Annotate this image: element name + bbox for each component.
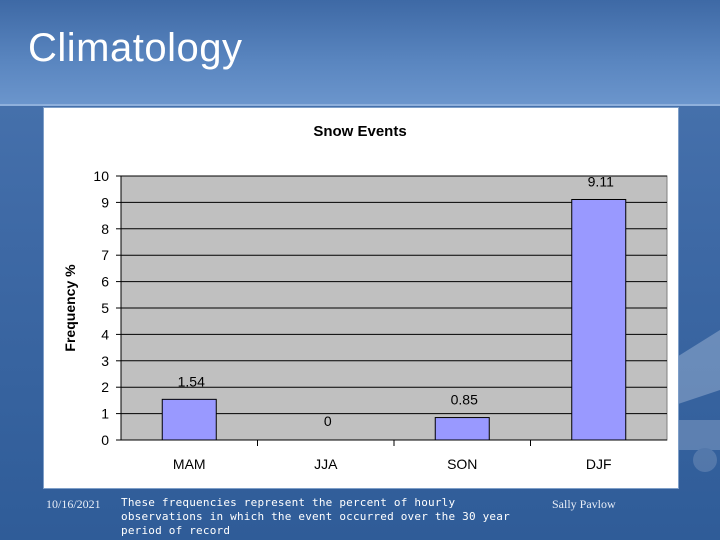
slide-title: Climatology [28, 26, 243, 70]
y-axis-label: Frequency % [62, 264, 78, 352]
bar-mam [161, 398, 217, 441]
footer-author: Sally Pavlow [552, 497, 616, 511]
chart-title: Snow Events [313, 123, 406, 140]
y-tick-label: 3 [101, 353, 109, 369]
y-tick-label: 2 [101, 379, 109, 395]
chart-panel: Snow Events 0 1 2 3 4 5 6 7 8 9 10 Frequency % MAM 1.5… [43, 107, 679, 489]
data-label: 1.54 [178, 373, 205, 389]
y-tick-label: 1 [101, 406, 109, 422]
x-tick-label: JJA [314, 456, 338, 472]
x-tick-label: DJF [586, 456, 612, 472]
bar-chart: Snow Events 0 1 2 3 4 5 6 7 8 9 10 Frequency % MAM 1.5… [62, 123, 668, 472]
data-label: 0.85 [451, 392, 478, 408]
y-tick-label: 0 [101, 432, 109, 448]
y-tick-label: 6 [101, 274, 109, 290]
bar-djf [571, 198, 627, 441]
title-band: Climatology [0, 0, 720, 106]
footer-date: 10/16/2021 [46, 497, 101, 511]
y-tick-label: 10 [93, 168, 109, 184]
footer-note: These frequencies represent the percent … [121, 496, 510, 537]
y-tick-label: 5 [101, 300, 109, 316]
y-tick-label: 4 [101, 326, 109, 342]
data-label: 0 [324, 413, 332, 429]
y-tick-label: 9 [101, 194, 109, 210]
x-tick-label: MAM [173, 456, 206, 472]
data-label: 9.11 [588, 173, 614, 189]
y-tick-label: 7 [101, 247, 109, 263]
y-tick-label: 8 [101, 221, 109, 237]
x-tick-label: SON [447, 456, 477, 472]
bar-son [434, 417, 490, 441]
